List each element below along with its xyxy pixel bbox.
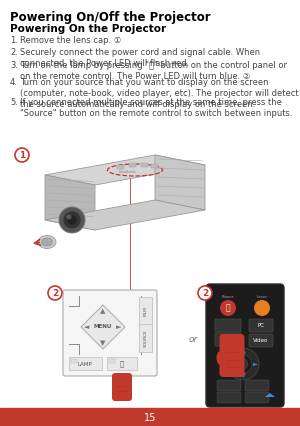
Bar bbox=[69, 357, 102, 370]
Circle shape bbox=[220, 300, 236, 316]
Text: 1: 1 bbox=[19, 150, 25, 159]
FancyBboxPatch shape bbox=[215, 319, 241, 332]
Circle shape bbox=[198, 286, 212, 300]
Text: Securely connect the power cord and signal cable. When connected, the Power LED : Securely connect the power cord and sign… bbox=[20, 48, 260, 68]
Text: Turn on your source that you want to display on the screen (computer, note-book,: Turn on your source that you want to dis… bbox=[20, 78, 298, 109]
Bar bbox=[141, 163, 148, 167]
Circle shape bbox=[59, 207, 85, 233]
FancyBboxPatch shape bbox=[112, 373, 132, 401]
Text: ⏻: ⏻ bbox=[226, 303, 230, 313]
Circle shape bbox=[254, 300, 270, 316]
Circle shape bbox=[48, 286, 62, 300]
Text: ▼: ▼ bbox=[241, 374, 245, 378]
Text: MENU: MENU bbox=[94, 325, 112, 329]
Bar bbox=[0, 408, 300, 426]
Polygon shape bbox=[265, 393, 275, 397]
Text: If you connected multiple sources at the same time, press the "Source" button on: If you connected multiple sources at the… bbox=[20, 98, 292, 118]
Polygon shape bbox=[155, 155, 205, 210]
Bar bbox=[107, 357, 137, 370]
Text: 2: 2 bbox=[202, 288, 208, 297]
Bar bbox=[139, 324, 152, 352]
Circle shape bbox=[15, 148, 29, 162]
Bar bbox=[117, 165, 124, 169]
Ellipse shape bbox=[115, 375, 129, 383]
Text: PC: PC bbox=[257, 323, 265, 328]
Text: 15: 15 bbox=[144, 413, 156, 423]
Bar bbox=[139, 297, 152, 325]
Text: Powering On the Projector: Powering On the Projector bbox=[10, 24, 166, 34]
FancyBboxPatch shape bbox=[63, 290, 157, 376]
Polygon shape bbox=[45, 200, 205, 230]
FancyBboxPatch shape bbox=[206, 284, 284, 407]
FancyBboxPatch shape bbox=[249, 319, 273, 332]
Text: 2.: 2. bbox=[10, 48, 18, 57]
Text: LAMP: LAMP bbox=[78, 362, 92, 366]
Text: FILM: FILM bbox=[143, 306, 148, 316]
FancyBboxPatch shape bbox=[220, 334, 244, 377]
Circle shape bbox=[238, 359, 248, 369]
Bar bbox=[109, 359, 115, 363]
Text: Power: Power bbox=[222, 295, 234, 299]
Text: Video: Video bbox=[253, 338, 269, 343]
Circle shape bbox=[67, 215, 77, 225]
Text: ◄: ◄ bbox=[84, 324, 90, 330]
Circle shape bbox=[227, 348, 259, 380]
FancyBboxPatch shape bbox=[245, 392, 269, 403]
Polygon shape bbox=[81, 305, 125, 349]
Text: ◄: ◄ bbox=[229, 362, 233, 366]
FancyBboxPatch shape bbox=[217, 392, 241, 403]
Text: 3.: 3. bbox=[10, 61, 18, 70]
Text: 4.: 4. bbox=[10, 78, 18, 87]
Circle shape bbox=[63, 211, 81, 229]
Text: 5.: 5. bbox=[10, 98, 18, 107]
Text: or: or bbox=[188, 336, 198, 345]
FancyBboxPatch shape bbox=[217, 380, 241, 391]
Bar bbox=[129, 163, 136, 167]
Text: Turn on the lamp by pressing "⏻" button on the control panel or on the remote co: Turn on the lamp by pressing "⏻" button … bbox=[20, 61, 287, 81]
Text: ▼: ▼ bbox=[100, 340, 106, 346]
Text: SOURCE: SOURCE bbox=[143, 329, 148, 347]
Text: ►: ► bbox=[253, 362, 257, 366]
FancyBboxPatch shape bbox=[249, 334, 273, 347]
Text: 1.: 1. bbox=[10, 36, 18, 45]
FancyBboxPatch shape bbox=[215, 333, 241, 346]
Circle shape bbox=[67, 215, 71, 219]
Text: ►: ► bbox=[116, 324, 122, 330]
Circle shape bbox=[234, 355, 252, 373]
Text: ⏻: ⏻ bbox=[120, 361, 124, 367]
Polygon shape bbox=[45, 175, 95, 230]
FancyBboxPatch shape bbox=[245, 380, 269, 391]
Ellipse shape bbox=[41, 238, 52, 246]
Ellipse shape bbox=[224, 337, 241, 347]
Text: 2: 2 bbox=[52, 288, 58, 297]
Ellipse shape bbox=[38, 236, 56, 248]
Polygon shape bbox=[45, 155, 205, 185]
Text: ▲: ▲ bbox=[241, 349, 245, 354]
Text: ViewSonic: ViewSonic bbox=[119, 170, 137, 174]
Bar bbox=[71, 359, 77, 363]
Text: Powering On/Off the Projector: Powering On/Off the Projector bbox=[10, 11, 211, 24]
Text: Remove the lens cap. ①: Remove the lens cap. ① bbox=[20, 36, 121, 45]
Ellipse shape bbox=[217, 351, 224, 365]
Text: Laser: Laser bbox=[256, 295, 268, 299]
Bar bbox=[151, 164, 158, 168]
Text: ▲: ▲ bbox=[100, 308, 106, 314]
